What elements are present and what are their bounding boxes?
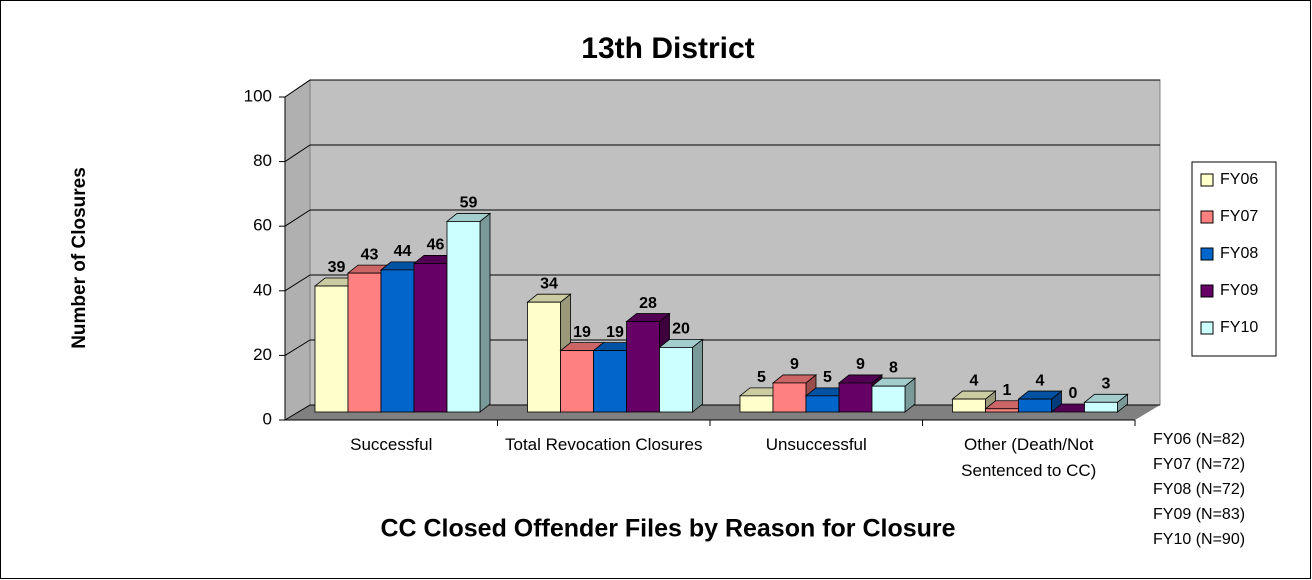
bar [658, 338, 704, 413]
bar-face [380, 269, 415, 413]
bar-face [838, 382, 873, 413]
x-tick-label: Unsuccessful [765, 435, 867, 454]
value-label: 34 [540, 275, 558, 292]
bar-face [446, 221, 481, 413]
note: FY08 (N=72) [1153, 481, 1245, 498]
note: FY07 (N=72) [1153, 456, 1245, 473]
value-label: 28 [639, 295, 657, 312]
bar-face [527, 301, 561, 413]
bar-face [1084, 401, 1118, 413]
value-label: 5 [823, 369, 832, 386]
note: FY06 (N=82) [1153, 431, 1245, 448]
bar-face [659, 346, 693, 413]
side-wall [284, 79, 311, 421]
y-axis-label: Number of Closures [69, 167, 90, 349]
y-tick-label: 100 [244, 86, 272, 105]
bar-face [314, 285, 349, 413]
x-axis-label: CC Closed Offender Files by Reason for C… [380, 515, 955, 543]
value-label: 43 [361, 246, 379, 263]
bar-face [772, 382, 807, 413]
value-label: 19 [606, 324, 624, 341]
value-label: 59 [460, 195, 478, 212]
bar [870, 377, 917, 413]
value-label: 39 [328, 259, 346, 276]
bar [951, 390, 997, 413]
bar-face [1018, 398, 1052, 413]
legend-swatch [1200, 247, 1214, 261]
bar [771, 374, 818, 413]
legend-swatch [1200, 210, 1214, 224]
bar-face [479, 212, 491, 413]
bar-face [871, 385, 906, 413]
bar-face [692, 338, 703, 413]
grid-line [284, 274, 311, 292]
legend-label: FY07 [1220, 208, 1258, 225]
legend-label: FY06 [1220, 171, 1258, 188]
bar-face [805, 395, 840, 413]
value-label: 0 [1069, 385, 1078, 402]
y-tick-label: 60 [253, 216, 272, 235]
value-label: 46 [427, 237, 445, 254]
grid-line [284, 209, 311, 227]
value-label: 19 [573, 324, 591, 341]
legend-swatch [1200, 321, 1214, 335]
value-label: 1 [1003, 382, 1012, 399]
value-label: 5 [757, 369, 766, 386]
x-tick-label: Total Revocation Closures [505, 435, 703, 454]
y-tick-label: 40 [253, 280, 272, 299]
legend-swatch [1200, 173, 1214, 187]
value-label: 4 [1036, 372, 1045, 389]
bar-face [593, 350, 627, 413]
value-label: 20 [672, 321, 690, 338]
y-tick-label: 80 [253, 151, 272, 170]
value-label: 4 [970, 372, 979, 389]
chart-title: 13th District [581, 32, 754, 65]
bar [1083, 393, 1129, 413]
bar-face [347, 272, 382, 413]
value-label: 44 [394, 243, 412, 260]
bar [445, 212, 492, 413]
x-tick-label: Successful [350, 435, 433, 454]
bar-face [413, 263, 448, 413]
floor [285, 405, 1160, 420]
y-tick-label: 20 [253, 345, 272, 364]
note: FY10 (N=90) [1153, 531, 1245, 548]
value-label: 3 [1102, 376, 1111, 393]
note: FY09 (N=83) [1153, 506, 1245, 523]
grid-line [284, 404, 311, 421]
grid-line [284, 339, 311, 356]
bar-face [739, 395, 774, 413]
grid-line [284, 79, 311, 98]
y-tick-label: 0 [263, 409, 272, 428]
grid-line [284, 144, 311, 163]
legend-label: FY09 [1220, 282, 1258, 299]
value-label: 8 [889, 359, 898, 376]
x-tick-label: Other (Death/Not Sentenced to CC) [961, 435, 1097, 480]
value-label: 9 [856, 356, 865, 373]
legend-swatch [1200, 284, 1214, 298]
bar-face [560, 350, 594, 413]
legend-label: FY10 [1220, 319, 1258, 336]
bar-face [985, 408, 1019, 413]
value-label: 9 [790, 356, 799, 373]
bar-face [626, 321, 660, 413]
bar-face [952, 398, 986, 413]
bar [1017, 390, 1063, 413]
legend-label: FY08 [1220, 245, 1258, 262]
